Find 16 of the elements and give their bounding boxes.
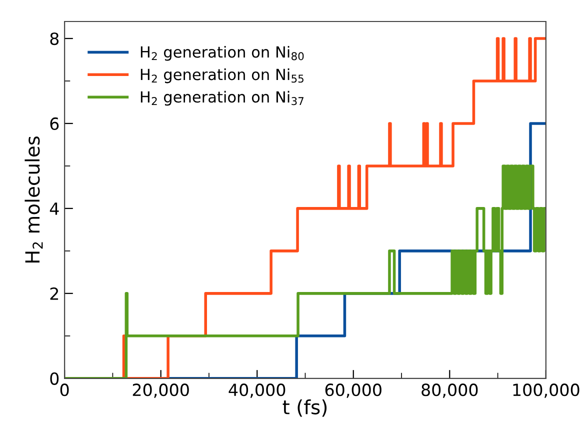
x-tick-label: 40,000 <box>228 384 286 398</box>
x-tick-label: 60,000 <box>325 384 382 398</box>
legend-label: H$_{2}$ generation on Ni$_{55}$ <box>140 68 304 84</box>
y-tick-label: 6 <box>50 117 59 130</box>
x-axis-title: t (fs) <box>282 399 327 417</box>
legend-label: H$_{2}$ generation on Ni$_{37}$ <box>140 90 304 106</box>
x-tick-label: 20,000 <box>132 384 189 398</box>
y-tick-label: 8 <box>50 32 59 46</box>
y-axis-title: H$_{2}$ molecules <box>24 136 43 262</box>
y-tick-label: 4 <box>50 202 59 215</box>
legend-label: H$_{2}$ generation on Ni$_{80}$ <box>140 46 304 61</box>
x-tick-label: 100,000 <box>513 384 580 398</box>
y-tick-label: 2 <box>50 287 58 300</box>
x-tick-label: 0 <box>60 384 69 396</box>
y-tick-label: 0 <box>50 372 59 385</box>
x-tick-label: 80,000 <box>422 384 478 398</box>
